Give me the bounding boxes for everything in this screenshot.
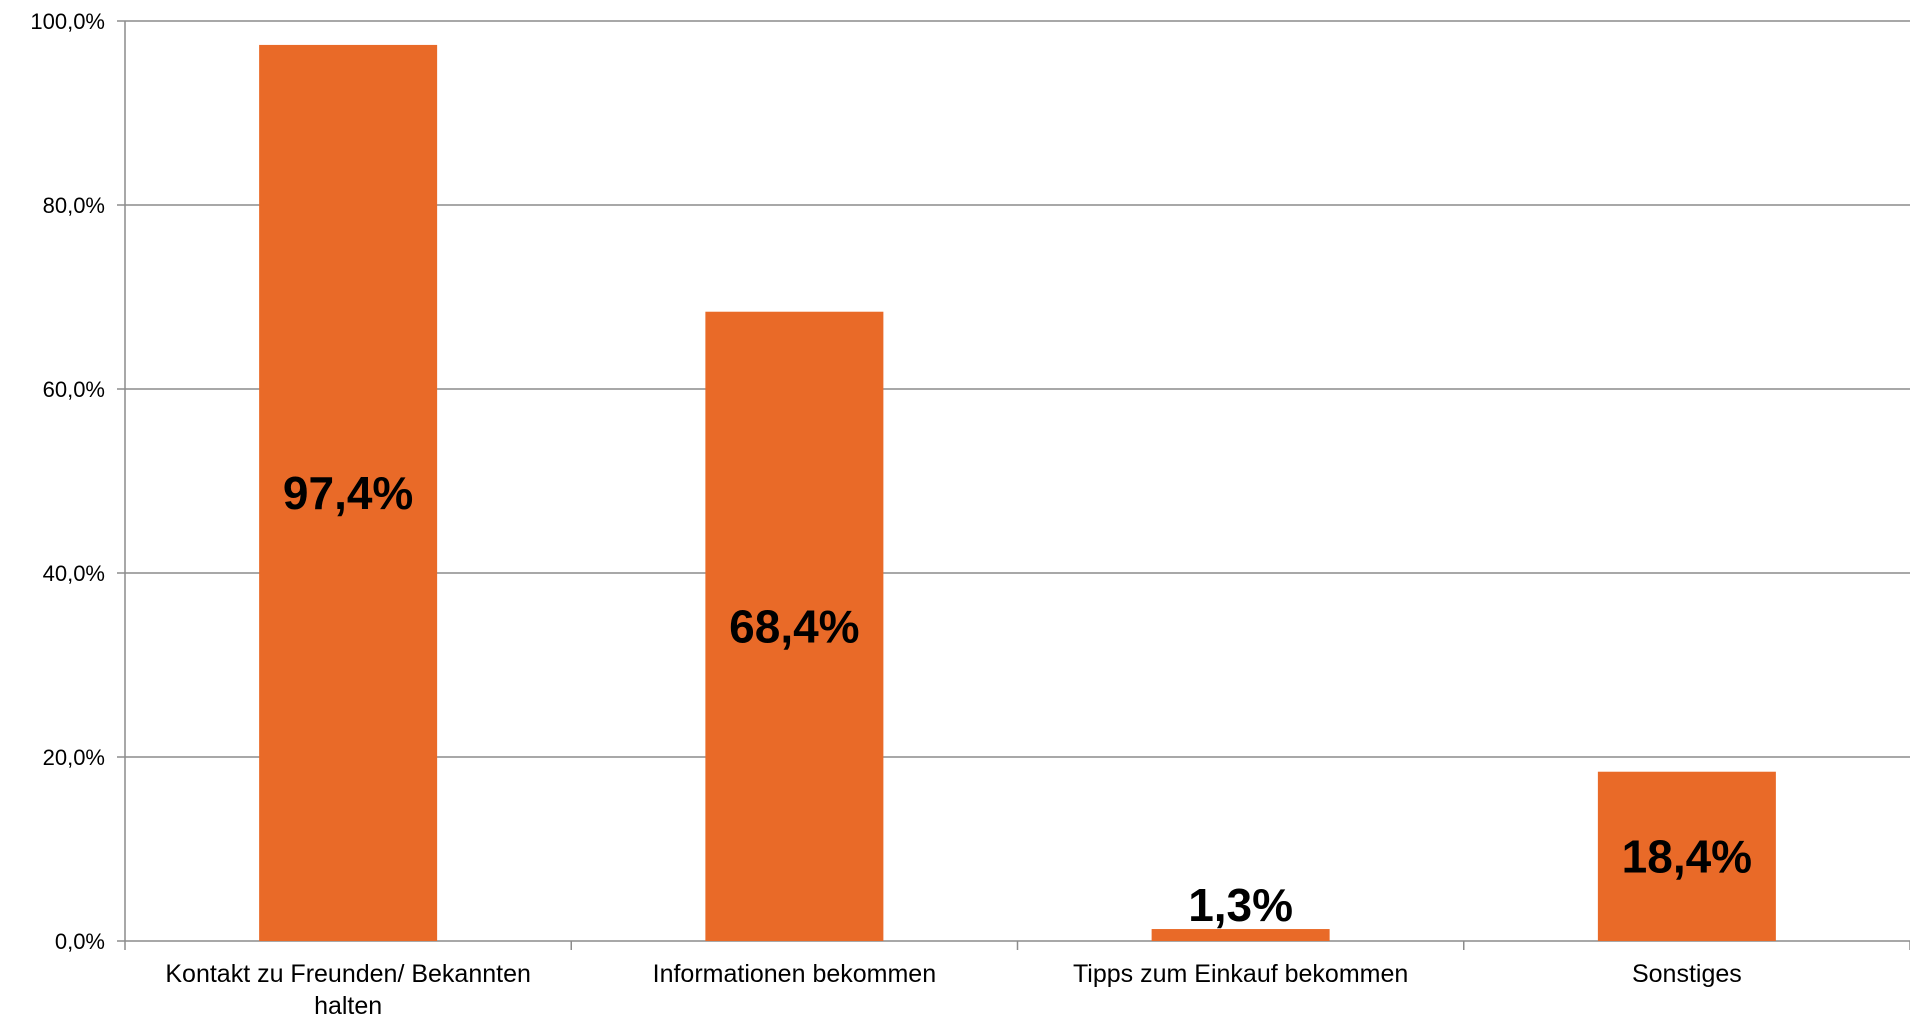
- data-label: 18,4%: [1622, 830, 1752, 882]
- bar: [1597, 771, 1776, 941]
- x-category-label: halten: [314, 992, 382, 1020]
- data-label: 68,4%: [729, 600, 859, 652]
- bar: [259, 44, 438, 942]
- data-label: 97,4%: [283, 467, 413, 519]
- y-tick-label: 20,0%: [43, 745, 105, 770]
- y-tick-label: 0,0%: [55, 929, 105, 954]
- data-labels: 97,4% 68,4% 1,3% 18,4%: [283, 467, 1752, 931]
- y-tick-label: 40,0%: [43, 561, 105, 586]
- y-tick-label: 60,0%: [43, 377, 105, 402]
- bar: [705, 311, 884, 942]
- bar: [1151, 929, 1330, 941]
- x-category-label: Kontakt zu Freunden/ Bekannten: [165, 960, 531, 988]
- y-tick-label: 100,0%: [30, 9, 105, 34]
- x-axis-category-labels: Kontakt zu Freunden/ Bekannten halten Info…: [165, 960, 1741, 1020]
- y-tick-label: 80,0%: [43, 193, 105, 218]
- y-axis-tick-labels: 0,0% 20,0% 40,0% 60,0% 80,0% 100,0%: [30, 9, 105, 954]
- x-category-label: Sonstiges: [1632, 960, 1742, 988]
- data-label: 1,3%: [1188, 879, 1293, 931]
- x-category-label: Tipps zum Einkauf bekommen: [1073, 960, 1408, 988]
- bars: [259, 44, 1776, 942]
- x-category-label: Informationen bekommen: [653, 960, 936, 988]
